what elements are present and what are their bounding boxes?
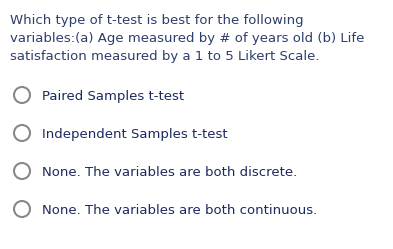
- Text: variables:(a) Age measured by # of years old (b) Life: variables:(a) Age measured by # of years…: [10, 32, 364, 45]
- Circle shape: [14, 125, 30, 141]
- Text: satisfaction measured by a 1 to 5 Likert Scale.: satisfaction measured by a 1 to 5 Likert…: [10, 50, 320, 63]
- Circle shape: [14, 87, 30, 103]
- Text: None. The variables are both continuous.: None. The variables are both continuous.: [42, 204, 317, 217]
- Text: Independent Samples t-test: Independent Samples t-test: [42, 128, 228, 141]
- Text: None. The variables are both discrete.: None. The variables are both discrete.: [42, 166, 297, 179]
- Text: Paired Samples t-test: Paired Samples t-test: [42, 90, 184, 103]
- Circle shape: [14, 201, 30, 217]
- Circle shape: [14, 163, 30, 179]
- Text: Which type of t-test is best for the following: Which type of t-test is best for the fol…: [10, 14, 304, 27]
